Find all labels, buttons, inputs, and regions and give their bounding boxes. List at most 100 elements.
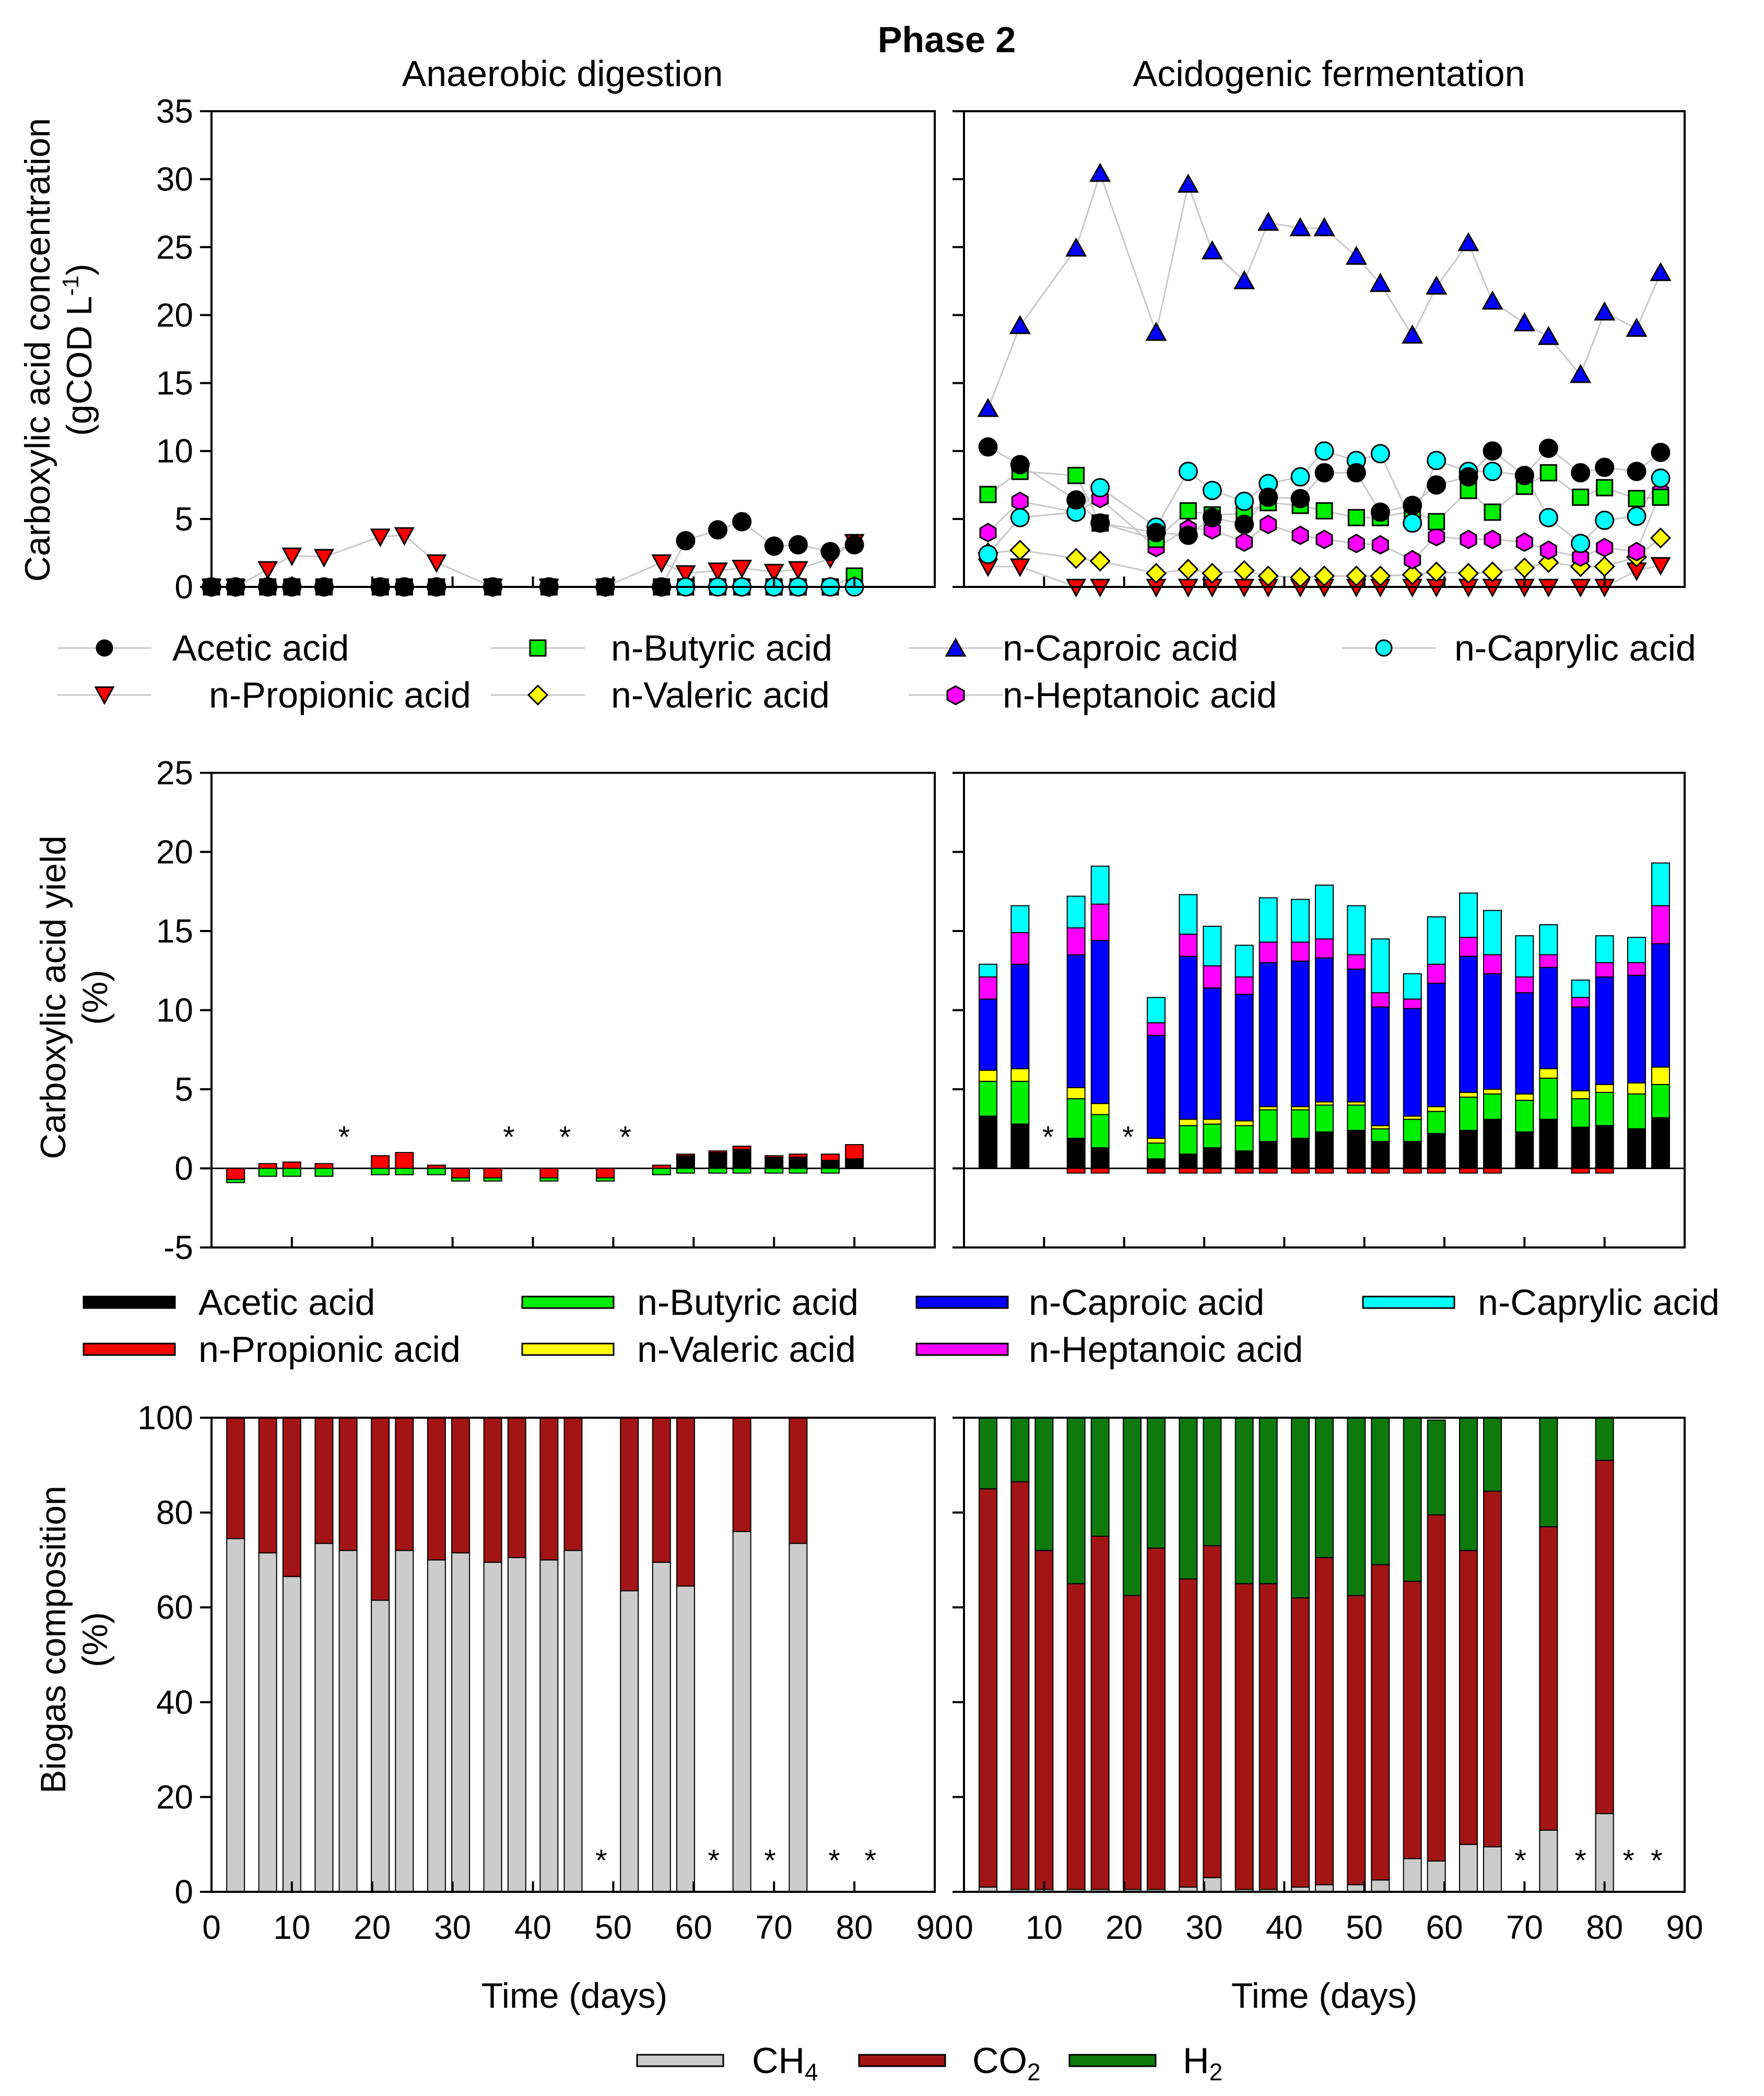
yield-right-bar-heptanoic	[1427, 963, 1446, 984]
yield-right-bar-caproic	[1515, 992, 1534, 1095]
concentration-right-point-heptanoic	[1236, 532, 1253, 552]
concentration-right-point-caprylic	[1538, 508, 1558, 527]
biogas-right-bar-co2	[1147, 1547, 1166, 1890]
biogas-left-bar-ch4	[314, 1542, 334, 1893]
yield-right-bar-heptanoic	[1347, 954, 1366, 970]
concentration-right-point-caproic	[1426, 275, 1448, 295]
yield-right-bar-acetic	[1627, 1128, 1646, 1169]
biogas-right-bar-h2	[1179, 1417, 1198, 1580]
biogas-right-bar-co2	[1459, 1550, 1478, 1845]
biogas-right-bar-ch4	[1595, 1813, 1614, 1892]
concentration-left-point-propionic	[763, 563, 784, 583]
yield-right-bar-acetic	[1595, 1125, 1614, 1169]
legend3-label-ch4: CH4	[752, 2040, 818, 2086]
concentration-legend: Acetic acid n-Butyric acid n-Caproic aci…	[57, 628, 1696, 715]
yield-right-bar-heptanoic	[1090, 903, 1110, 941]
yield-right-bar-butyric	[1595, 1092, 1614, 1126]
legend2-label-valeric: n-Valeric acid	[637, 1329, 856, 1370]
yield-right-bar-propionic	[1203, 1168, 1222, 1174]
yield-right-bar-heptanoic	[1010, 932, 1030, 965]
yield-left-bar-propionic	[371, 1155, 390, 1169]
yield-right-bar-acetic	[1179, 1153, 1198, 1169]
yield-right-star: *	[1122, 1121, 1134, 1155]
yield-right-bar-caprylic	[1179, 894, 1198, 935]
yield-left-bar-butyric	[451, 1177, 471, 1182]
biogas-left-bar-co2	[563, 1417, 583, 1551]
yield-right-bar-valeric	[1203, 1118, 1222, 1125]
yield-right-star: *	[1042, 1121, 1054, 1155]
yield-right-bar-caprylic	[1571, 979, 1590, 998]
concentration-right-point-acetic	[1514, 466, 1534, 486]
biogas-right-bar-co2	[1315, 1557, 1334, 1886]
concentration-right-point-butyric	[1539, 464, 1557, 481]
yield-right-bar-acetic	[1427, 1133, 1446, 1169]
yield-right-bar-heptanoic	[1147, 1022, 1166, 1036]
yield-right-bar-propionic	[1371, 1168, 1390, 1174]
yield-right-bar-propionic	[1291, 1168, 1310, 1174]
concentration-right-point-caproic	[1145, 322, 1167, 341]
yield-right-bar-acetic	[1010, 1123, 1030, 1169]
yield-left-bar-butyric	[314, 1168, 334, 1177]
yield-right-bar-caprylic	[1315, 885, 1334, 940]
yield-right-bar-butyric	[1147, 1143, 1166, 1160]
legend-marker-propionic	[94, 686, 115, 705]
yield-right-bar-acetic	[1291, 1137, 1310, 1169]
concentration-right-point-caproic	[1257, 211, 1279, 231]
yield-left-bar-acetic	[732, 1149, 751, 1169]
concentration-right-point-acetic	[1427, 475, 1447, 495]
biogas-left-bar-co2	[620, 1417, 639, 1592]
concentration-right-point-valeric	[1313, 566, 1335, 587]
biogas-left-bar-co2	[395, 1417, 414, 1551]
biogas-right-bar-h2	[1147, 1417, 1166, 1549]
yield-right-bar-butyric	[1539, 1077, 1558, 1120]
yield-left-bar-butyric	[708, 1168, 727, 1174]
yield-right-bar-caproic	[1234, 994, 1254, 1122]
legend-marker-heptanoic	[946, 685, 965, 705]
yield-left-ytick-label: -5	[163, 1229, 193, 1266]
legend-marker-butyric	[529, 639, 547, 657]
biogas-left-frame	[210, 1417, 936, 1893]
yield-left-bar-butyric	[539, 1177, 559, 1182]
yield-left-star: *	[619, 1121, 631, 1155]
concentration-right-point-caproic	[1369, 273, 1391, 292]
biogas-left-bar-ch4	[282, 1576, 301, 1892]
concentration-right-point-heptanoic	[1460, 529, 1477, 549]
concentration-right-point-acetic	[1346, 463, 1366, 482]
concentration-right-point-heptanoic	[1515, 532, 1533, 552]
concentration-right-point-heptanoic	[1011, 491, 1029, 511]
yield-left-ytick-label: 25	[156, 754, 193, 792]
concentration-right-point-valeric	[1202, 562, 1223, 584]
legend-marker-valeric	[527, 684, 549, 706]
yield-right-bar-acetic	[1234, 1150, 1254, 1169]
biogas-right-xtick-label: 50	[1346, 1909, 1383, 1946]
yield-right-bar-valeric	[1539, 1068, 1558, 1079]
yield-ylabel-line2: (%)	[75, 970, 115, 1025]
yield-right-bar-acetic	[1347, 1129, 1366, 1169]
yield-right-bar-propionic	[1315, 1168, 1334, 1174]
biogas-right-xtick-label: 90	[1666, 1909, 1703, 1946]
biogas-right-bar-co2	[1234, 1583, 1254, 1890]
legend-label-butyric: n-Butyric acid	[611, 628, 832, 668]
concentration-right-point-valeric	[1650, 527, 1672, 549]
biogas-left-bar-co2	[451, 1417, 471, 1553]
yield-left-bar-butyric	[282, 1168, 301, 1177]
yield-right-bar-butyric	[1651, 1084, 1670, 1118]
yield-right-bar-acetic	[1571, 1126, 1590, 1169]
yield-right-bar-butyric	[1515, 1100, 1534, 1133]
concentration-right-point-heptanoic	[1572, 547, 1590, 567]
yield-left-ytick-label: 15	[156, 912, 193, 950]
concentration-left-point-propionic	[281, 547, 302, 567]
yield-right-bar-valeric	[1010, 1068, 1030, 1082]
biogas-left-star: *	[865, 1844, 877, 1878]
concentration-right-point-caprylic	[1651, 468, 1671, 488]
legend3-swatch-h2	[1068, 2054, 1157, 2067]
concentration-ylabel-line1: Carboxylic acid concentration	[18, 118, 57, 582]
biogas-right-bar-co2	[1066, 1583, 1086, 1890]
biogas-right-xtick-label: 40	[1266, 1909, 1303, 1946]
yield-right-bar-valeric	[1595, 1084, 1614, 1093]
yield-left-bar-propionic	[483, 1168, 502, 1179]
concentration-right-point-caproic	[1570, 363, 1592, 383]
yield-right-bar-acetic	[1403, 1140, 1422, 1169]
concentration-right-point-valeric	[1457, 562, 1479, 584]
